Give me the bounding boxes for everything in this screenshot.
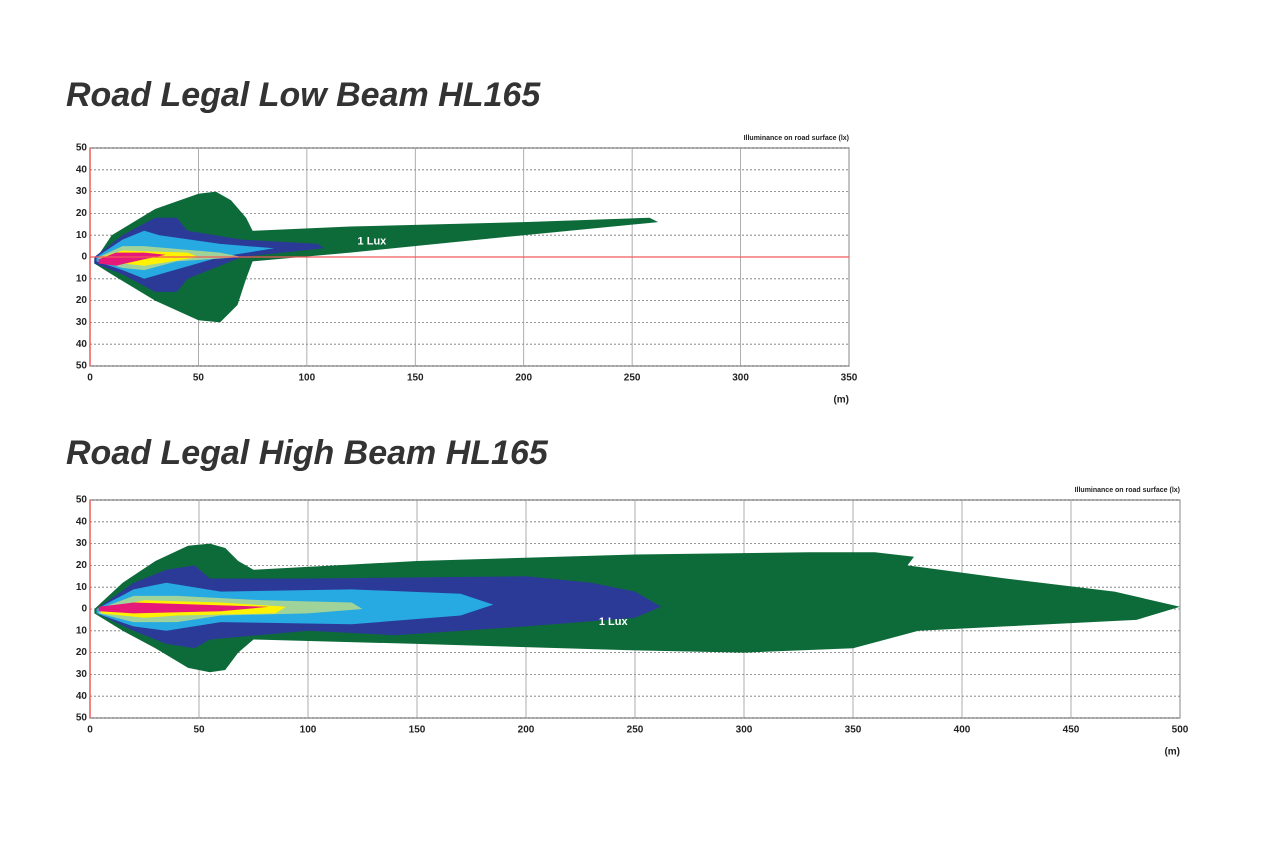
y-tick-label: 10 — [76, 625, 88, 636]
x-tick-label: 200 — [518, 725, 535, 736]
y-tick-label: 40 — [76, 516, 88, 527]
chart-title: Road Legal High Beam HL165 — [66, 434, 549, 472]
x-tick-label: 400 — [954, 725, 971, 736]
y-tick-label: 30 — [76, 669, 88, 680]
x-tick-label: 300 — [732, 373, 749, 384]
x-tick-label: 250 — [624, 373, 641, 384]
y-tick-label: 50 — [76, 713, 88, 724]
beam-contour — [98, 602, 269, 614]
y-tick-label: 40 — [76, 339, 88, 350]
x-tick-label: 150 — [409, 725, 426, 736]
x-tick-label: 350 — [845, 725, 862, 736]
x-tick-label: 150 — [407, 373, 424, 384]
x-tick-label: 500 — [1172, 725, 1189, 736]
x-tick-label: 50 — [193, 373, 205, 384]
y-tick-label: 10 — [76, 230, 88, 241]
x-tick-label: 100 — [299, 373, 316, 384]
x-tick-label: 50 — [193, 725, 205, 736]
y-tick-label: 50 — [76, 143, 88, 154]
y-tick-label: 50 — [76, 361, 88, 372]
y-tick-label: 20 — [76, 208, 88, 219]
x-axis-label: (m) — [1164, 747, 1180, 758]
x-tick-label: 200 — [515, 373, 532, 384]
y-tick-label: 30 — [76, 317, 88, 328]
y-tick-label: 10 — [76, 273, 88, 284]
y-tick-label: 40 — [76, 164, 88, 175]
chart-title: Road Legal Low Beam HL165 — [66, 76, 541, 114]
y-tick-label: 10 — [76, 582, 88, 593]
x-tick-label: 450 — [1063, 725, 1080, 736]
y-tick-label: 20 — [76, 295, 88, 306]
x-tick-label: 100 — [300, 725, 317, 736]
y-tick-label: 0 — [81, 604, 87, 615]
axis-note: Illuminance on road surface (lx) — [744, 135, 849, 142]
x-tick-label: 0 — [87, 373, 93, 384]
y-tick-label: 30 — [76, 538, 88, 549]
y-tick-label: 50 — [76, 495, 88, 506]
x-tick-label: 250 — [627, 725, 644, 736]
y-tick-label: 30 — [76, 186, 88, 197]
x-tick-label: 350 — [841, 373, 858, 384]
beam-contour — [94, 191, 659, 323]
beam-contour — [98, 252, 166, 266]
y-tick-label: 0 — [81, 252, 87, 263]
x-tick-label: 300 — [736, 725, 753, 736]
annotation: 1 Lux — [599, 616, 629, 628]
axis-note: Illuminance on road surface (lx) — [1075, 487, 1180, 494]
y-tick-label: 20 — [76, 560, 88, 571]
x-tick-label: 0 — [87, 725, 93, 736]
annotation: 1 Lux — [358, 236, 388, 248]
y-tick-label: 40 — [76, 691, 88, 702]
y-tick-label: 20 — [76, 647, 88, 658]
x-axis-label: (m) — [833, 395, 849, 406]
